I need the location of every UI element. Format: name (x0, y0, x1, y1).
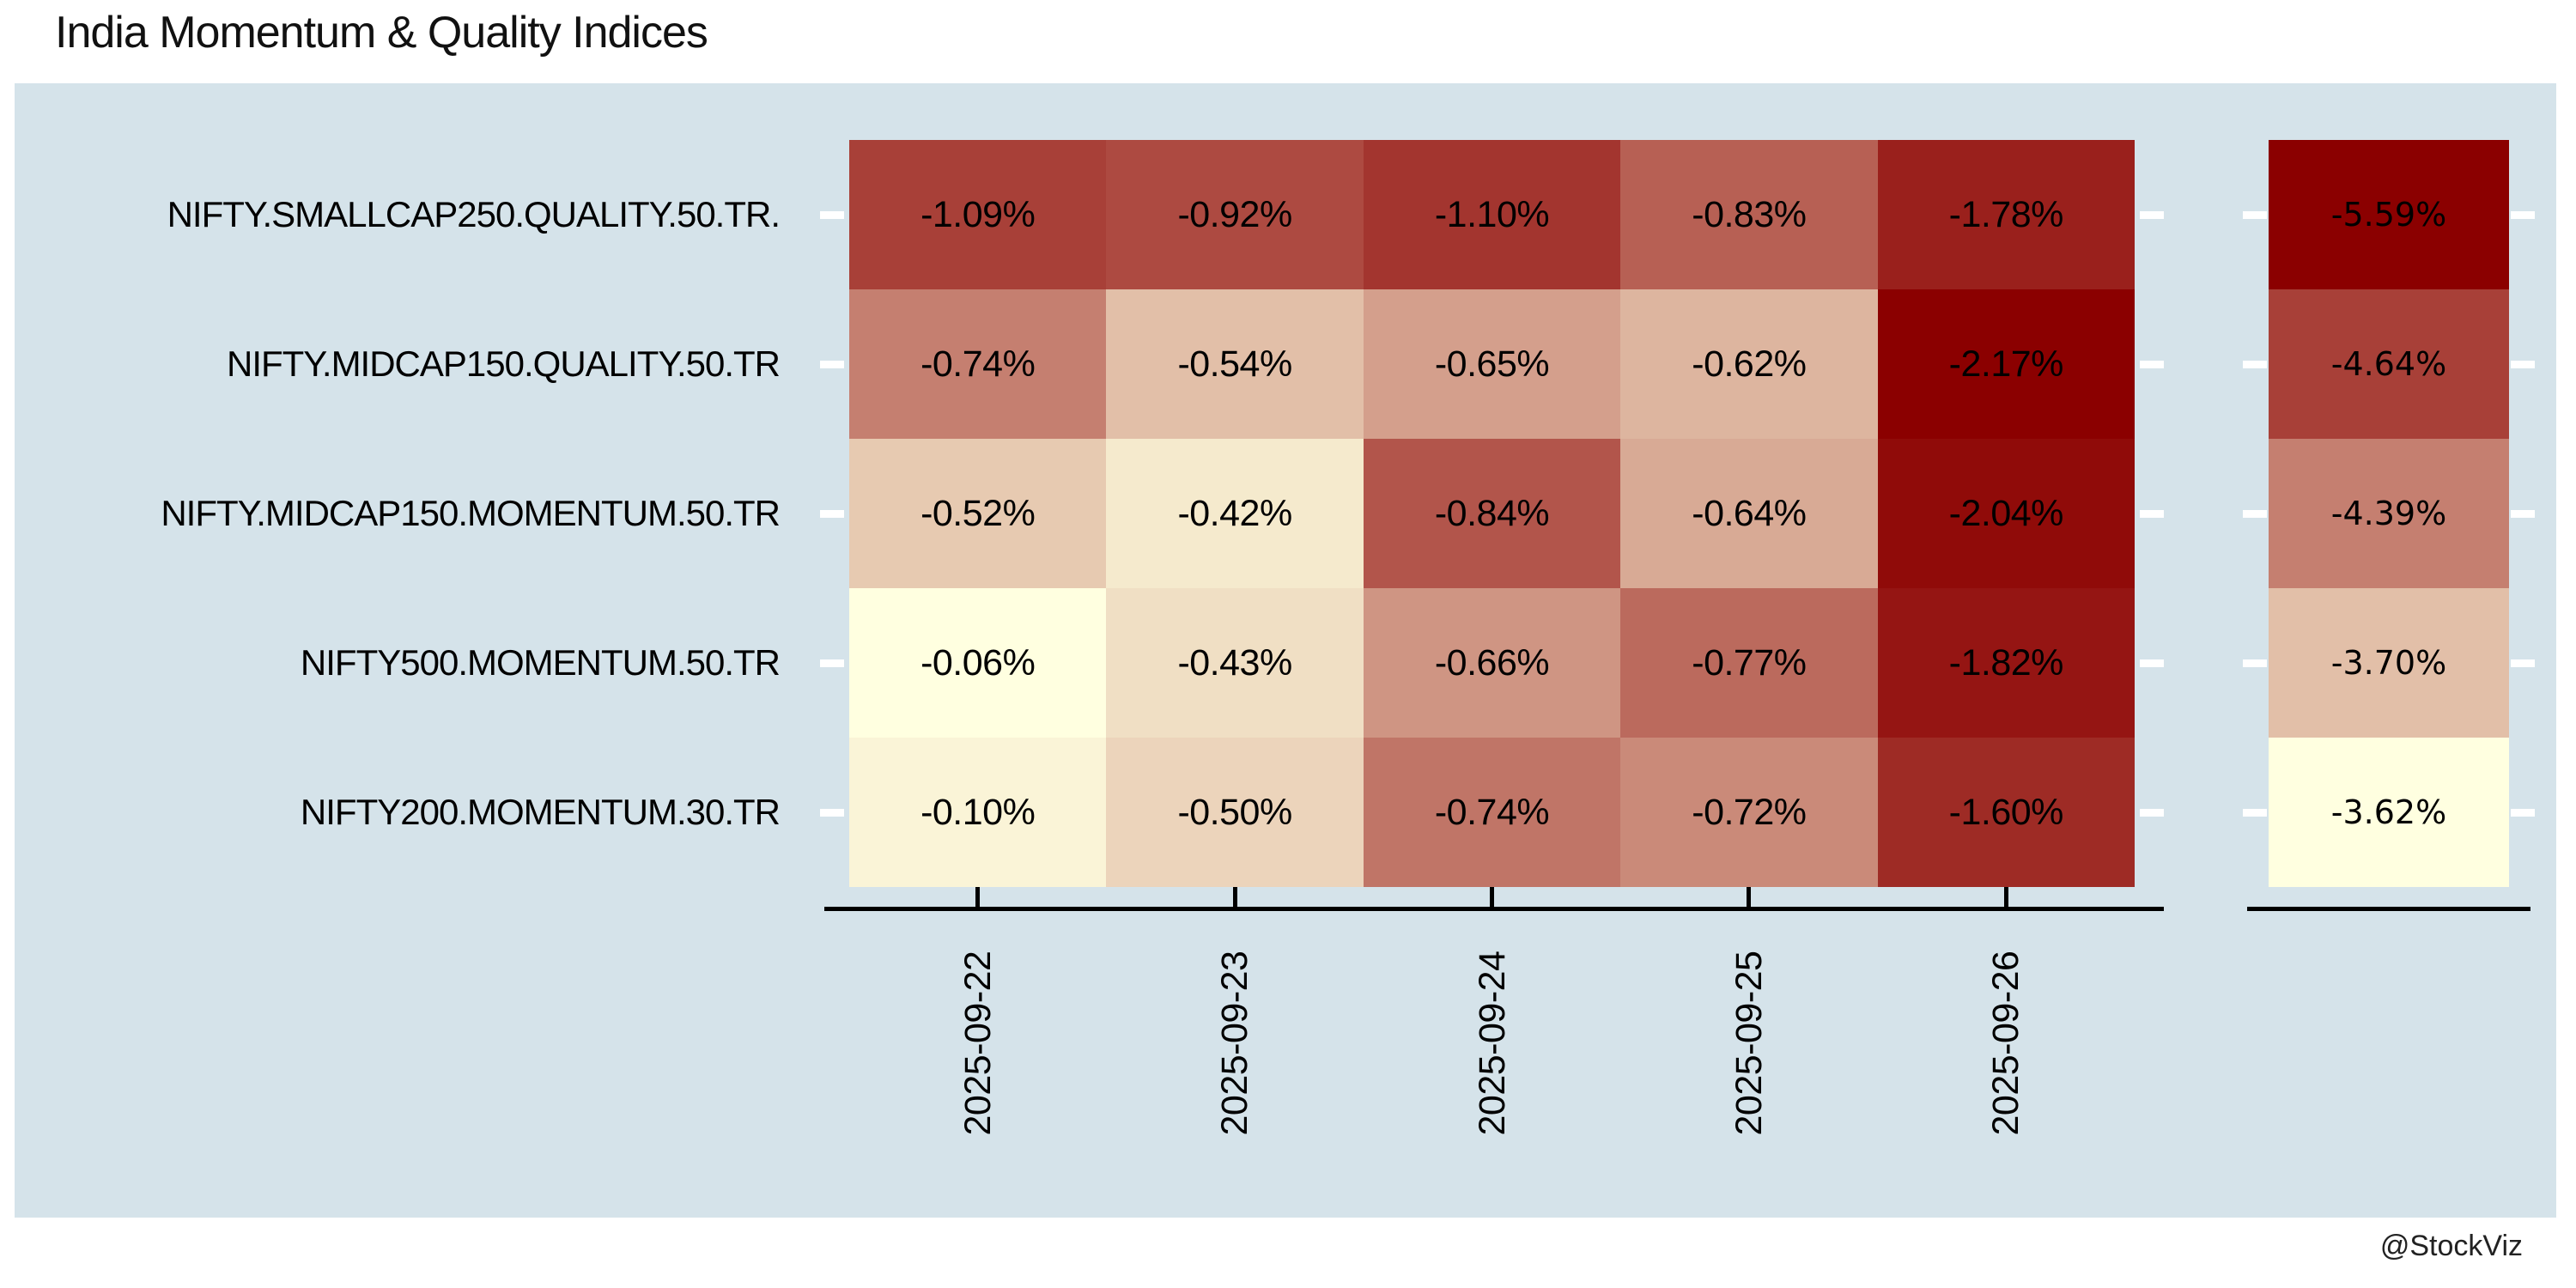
heatmap-cell: -0.77% (1620, 588, 1878, 738)
x-tick-label: 2025-09-23 (1214, 951, 1256, 1136)
y-tick-mark (2140, 808, 2164, 817)
heatmap-cell: -0.54% (1106, 289, 1364, 439)
x-tick-label: 2025-09-26 (1985, 951, 2027, 1136)
row-label: NIFTY200.MOMENTUM.30.TR (300, 792, 781, 832)
chart-title: India Momentum & Quality Indices (55, 8, 708, 58)
y-tick-mark (2243, 210, 2267, 219)
y-tick-mark (2511, 360, 2535, 368)
x-axis-line (824, 907, 2164, 911)
heatmap-cell: -0.66% (1363, 588, 1621, 738)
y-tick-mark (2511, 509, 2535, 518)
y-tick-mark (2511, 210, 2535, 219)
y-tick-mark (2511, 808, 2535, 817)
heatmap-cell: -0.43% (1106, 588, 1364, 738)
y-tick-mark (2511, 659, 2535, 667)
y-tick-mark (2140, 509, 2164, 518)
y-tick-mark (820, 659, 844, 667)
summary-axis-line (2247, 907, 2530, 911)
heatmap-cell: -0.92% (1106, 140, 1364, 289)
summary-cell: -3.70% (2269, 588, 2509, 738)
summary-cell: -5.59% (2269, 140, 2509, 289)
x-tick-label: 2025-09-25 (1728, 951, 1770, 1136)
row-label: NIFTY500.MOMENTUM.50.TR (300, 642, 781, 683)
heatmap-cell: -0.50% (1106, 738, 1364, 887)
heatmap-cell: -0.10% (849, 738, 1107, 887)
y-tick-mark (2243, 360, 2267, 368)
row-label: NIFTY.SMALLCAP250.QUALITY.50.TR. (167, 194, 781, 234)
y-tick-mark (820, 509, 844, 518)
heatmap-cell: -0.84% (1363, 439, 1621, 588)
x-tick-mark (2003, 887, 2008, 907)
y-tick-mark (820, 360, 844, 368)
heatmap-cell: -0.62% (1620, 289, 1878, 439)
summary-cell: -4.39% (2269, 439, 2509, 588)
heatmap-cell: -0.83% (1620, 140, 1878, 289)
row-label: NIFTY.MIDCAP150.QUALITY.50.TR (226, 343, 781, 384)
summary-cell: -3.62% (2269, 738, 2509, 887)
x-tick-mark (1747, 887, 1752, 907)
watermark: @StockViz (2379, 1230, 2523, 1262)
heatmap-cell: -0.74% (849, 289, 1107, 439)
x-tick-label: 2025-09-22 (957, 951, 999, 1136)
x-tick-mark (1490, 887, 1494, 907)
summary-cell: -4.64% (2269, 289, 2509, 439)
heatmap-cell: -1.10% (1363, 140, 1621, 289)
heatmap-cell: -2.17% (1877, 289, 2135, 439)
y-tick-mark (2140, 210, 2164, 219)
heatmap-cell: -1.60% (1877, 738, 2135, 887)
heatmap-cell: -1.82% (1877, 588, 2135, 738)
y-tick-mark (2243, 509, 2267, 518)
y-tick-mark (2243, 808, 2267, 817)
heatmap-cell: -2.04% (1877, 439, 2135, 588)
x-tick-label: 2025-09-24 (1471, 951, 1513, 1136)
x-tick-mark (975, 887, 981, 907)
heatmap-cell: -0.42% (1106, 439, 1364, 588)
heatmap-cell: -1.78% (1877, 140, 2135, 289)
chart-panel: NIFTY.SMALLCAP250.QUALITY.50.TR. -1.09% -0… (15, 83, 2556, 1218)
y-tick-mark (820, 210, 844, 219)
heatmap-cell: -0.06% (849, 588, 1107, 738)
heatmap-cell: -0.65% (1363, 289, 1621, 439)
heatmap-cell: -1.09% (849, 140, 1107, 289)
x-tick-mark (1232, 887, 1237, 907)
heatmap-cell: -0.72% (1620, 738, 1878, 887)
heatmap-cell: -0.74% (1363, 738, 1621, 887)
heatmap-cell: -0.52% (849, 439, 1107, 588)
y-tick-mark (2140, 360, 2164, 368)
y-tick-mark (2140, 659, 2164, 667)
y-tick-mark (820, 808, 844, 817)
heatmap-cell: -0.64% (1620, 439, 1878, 588)
row-label: NIFTY.MIDCAP150.MOMENTUM.50.TR (161, 493, 781, 533)
y-tick-mark (2243, 659, 2267, 667)
